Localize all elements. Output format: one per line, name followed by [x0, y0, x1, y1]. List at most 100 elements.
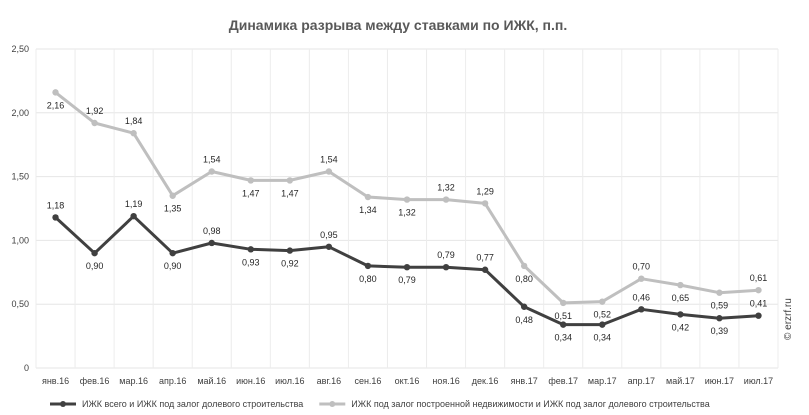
legend-label: ИЖК всего и ИЖК под залог долевого строи…	[82, 399, 303, 409]
data-label: 1,54	[203, 154, 221, 164]
legend-item-1: ИЖК всего и ИЖК под залог долевого строи…	[50, 399, 303, 409]
data-label: 1,32	[398, 208, 416, 218]
y-tick-label: 2,00	[11, 108, 29, 118]
series-2	[52, 89, 762, 307]
data-point	[286, 177, 294, 184]
data-label: 1,92	[86, 106, 104, 116]
data-label: 1,29	[476, 186, 494, 196]
data-label: 1,54	[320, 154, 338, 164]
x-tick-label: июн.16	[236, 376, 265, 386]
x-tick-label: окт.16	[395, 376, 420, 386]
data-point	[599, 298, 606, 305]
x-tick-label: апр.17	[628, 376, 655, 386]
data-label: 1,35	[164, 204, 182, 214]
data-point	[520, 262, 528, 270]
data-label: 1,18	[47, 200, 65, 210]
data-point	[247, 246, 254, 253]
data-point	[520, 303, 528, 310]
x-tick-label: сен.16	[354, 376, 381, 386]
data-point	[91, 119, 98, 127]
x-tick-label: мар.16	[119, 376, 148, 386]
data-point	[677, 281, 684, 289]
y-tick-label: 0,50	[11, 299, 29, 309]
data-point	[52, 214, 59, 221]
data-point	[130, 130, 137, 137]
legend: ИЖК всего и ИЖК под залог долевого строи…	[50, 399, 710, 409]
data-point	[169, 249, 176, 257]
x-tick-label: май.17	[666, 376, 695, 386]
series-1	[52, 212, 762, 328]
data-label: 2,16	[47, 100, 65, 110]
data-label: 1,47	[242, 188, 260, 198]
legend-item-2: ИЖК под залог построенной недвижимости и…	[319, 399, 710, 409]
data-label: 0,95	[320, 230, 338, 240]
data-point	[208, 239, 215, 247]
x-tick-label: апр.16	[159, 376, 186, 386]
data-label: 0,46	[633, 292, 651, 302]
data-label: 0,80	[515, 274, 533, 284]
data-label: 0,61	[750, 273, 768, 283]
x-axis: янв.16 фев.16 мар.16 апр.16 май.16 июн.16 июл.…	[42, 376, 773, 386]
data-label: 0,59	[711, 301, 729, 311]
x-tick-label: дек.16	[472, 376, 499, 386]
data-label: 0,41	[750, 299, 768, 309]
data-point	[481, 200, 489, 207]
data-point	[325, 243, 333, 250]
series-group: 1,18 0,90 1,19 0,90 0,98 0,93 0,92 0,95 0,80 0,79…	[47, 89, 768, 343]
x-tick-label: июл.17	[744, 376, 773, 386]
data-label: 0,70	[633, 262, 651, 272]
x-tick-label: июл.16	[275, 376, 304, 386]
chart-title: Динамика разрыва между ставками по ИЖК, …	[229, 17, 567, 33]
data-point	[325, 168, 333, 175]
data-label: 0,52	[593, 310, 611, 320]
data-point	[638, 306, 645, 313]
data-point	[716, 289, 723, 296]
data-point	[481, 266, 489, 273]
y-tick-label: 0	[24, 363, 29, 373]
data-point	[442, 196, 450, 203]
data-point	[638, 275, 645, 282]
data-label: 1,34	[359, 205, 377, 215]
x-tick-label: авг.16	[317, 376, 341, 386]
data-point	[364, 262, 372, 270]
y-tick-label: 2,50	[11, 44, 29, 54]
data-label: 1,32	[437, 183, 455, 193]
data-label: 0,48	[515, 315, 533, 325]
y-tick-label: 1,50	[11, 172, 29, 182]
data-point	[403, 263, 411, 271]
data-label: 0,39	[711, 326, 729, 336]
data-label: 1,84	[125, 116, 143, 126]
legend-marker	[60, 401, 66, 407]
data-label: 0,34	[554, 333, 572, 343]
x-tick-label: мар.17	[588, 376, 617, 386]
y-tick-label: 1,00	[11, 235, 29, 245]
x-tick-label: май.16	[197, 376, 226, 386]
y-axis: 0 0,50 1,00 1,50 2,00 2,50	[11, 44, 29, 373]
data-point	[755, 286, 762, 294]
data-point	[560, 299, 567, 307]
data-point	[599, 321, 606, 328]
data-point	[755, 312, 762, 319]
legend-label: ИЖК под залог построенной недвижимости и…	[351, 399, 709, 409]
data-label: 0,93	[242, 257, 260, 267]
data-label: 0,80	[359, 274, 377, 284]
data-label: 0,90	[86, 261, 104, 271]
data-point	[560, 321, 567, 328]
grid	[35, 48, 779, 369]
data-label: 0,34	[593, 333, 611, 343]
data-label: 0,98	[203, 226, 221, 236]
data-label: 0,77	[476, 253, 494, 263]
x-tick-label: янв.17	[511, 376, 538, 386]
data-label: 0,92	[281, 259, 299, 269]
data-label: 0,79	[398, 275, 416, 285]
data-label: 1,47	[281, 188, 299, 198]
data-point	[247, 177, 254, 184]
series-line	[54, 214, 759, 327]
data-point	[286, 247, 294, 254]
x-tick-label: янв.16	[42, 376, 69, 386]
data-point	[91, 249, 98, 257]
legend-marker	[329, 401, 336, 407]
data-label: 0,90	[164, 261, 182, 271]
x-tick-label: фев.17	[548, 376, 578, 386]
